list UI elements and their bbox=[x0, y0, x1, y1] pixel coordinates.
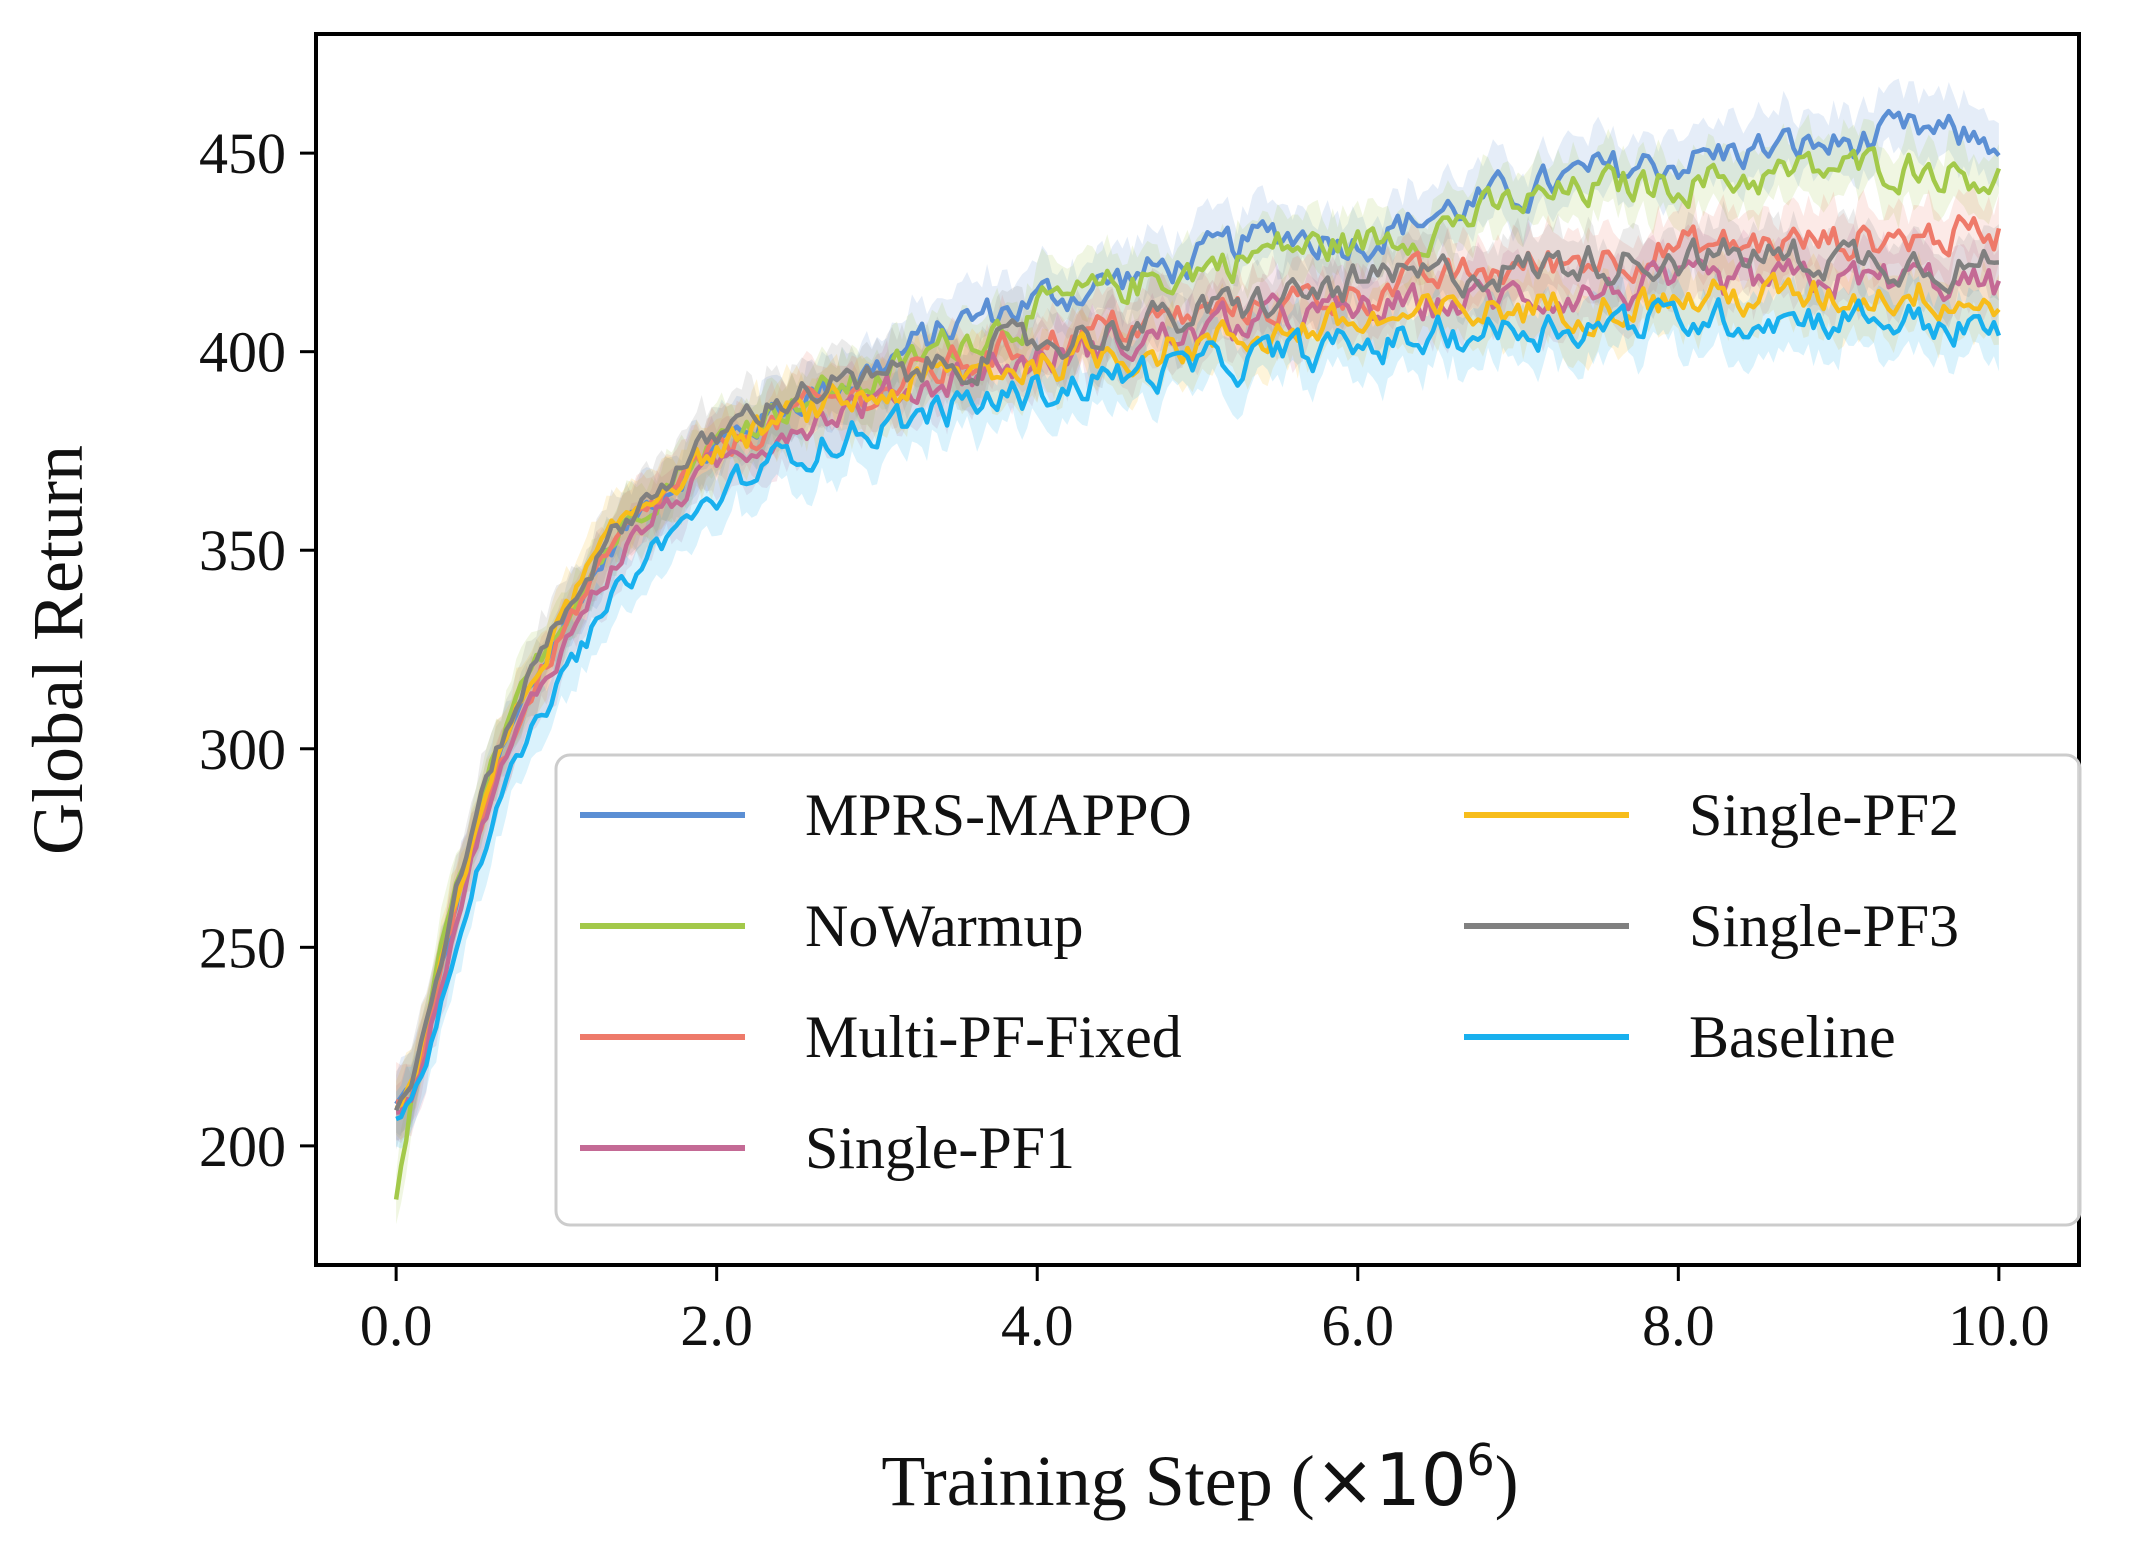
legend-items: MPRS-MAPPO NoWarmup Multi-PF-Fixed Single-P… bbox=[580, 782, 1959, 1181]
series-line-single-pf3 bbox=[394, 237, 2000, 1112]
legend-label-single-pf3: Single-PF3 bbox=[1689, 893, 1959, 959]
x-axis-ticks: 0.0 2.0 4.0 6.0 8.0 10.0 bbox=[360, 1265, 2050, 1358]
legend-label-mprs-mappo: MPRS-MAPPO bbox=[805, 782, 1192, 848]
y-axis-ticks: 200 250 300 350 400 450 bbox=[199, 121, 316, 1179]
legend-label-baseline: Baseline bbox=[1689, 1004, 1896, 1070]
y-tick-label: 450 bbox=[199, 121, 286, 186]
legend-box bbox=[554, 753, 2082, 1227]
x-tick-label: 6.0 bbox=[1322, 1293, 1395, 1358]
y-tick-label: 400 bbox=[199, 320, 286, 385]
legend-label-single-pf2: Single-PF2 bbox=[1689, 782, 1959, 848]
plot-frame bbox=[314, 32, 2081, 1267]
legend-label-multi-pf-fixed: Multi-PF-Fixed bbox=[805, 1004, 1182, 1070]
y-tick-label: 250 bbox=[199, 915, 286, 980]
y-tick-label: 200 bbox=[199, 1114, 286, 1179]
band-baseline bbox=[396, 261, 1999, 1149]
legend-label-single-pf1: Single-PF1 bbox=[805, 1115, 1075, 1181]
series-lines bbox=[393, 108, 2002, 1200]
series-line-single-pf2 bbox=[394, 271, 2001, 1110]
x-tick-label: 2.0 bbox=[680, 1293, 753, 1358]
series-line-baseline bbox=[395, 297, 2002, 1122]
y-tick-label: 300 bbox=[199, 717, 286, 782]
legend-label-nowarmup: NoWarmup bbox=[805, 893, 1083, 959]
x-tick-label: 0.0 bbox=[360, 1293, 433, 1358]
x-axis-title: Training Step (×106) bbox=[881, 1435, 1518, 1522]
legend: MPRS-MAPPO NoWarmup Multi-PF-Fixed Single-P… bbox=[554, 753, 2082, 1227]
band-single-pf1 bbox=[396, 224, 1999, 1144]
series-line-mprs-mappo bbox=[394, 108, 2001, 1106]
x-tick-label: 4.0 bbox=[1001, 1293, 1074, 1358]
y-axis-title: Global Return bbox=[18, 445, 98, 855]
x-tick-label: 8.0 bbox=[1642, 1293, 1715, 1358]
y-tick-label: 350 bbox=[199, 518, 286, 583]
x-tick-label: 10.0 bbox=[1948, 1293, 2050, 1358]
band-multi-pf-fixed bbox=[396, 184, 1999, 1141]
